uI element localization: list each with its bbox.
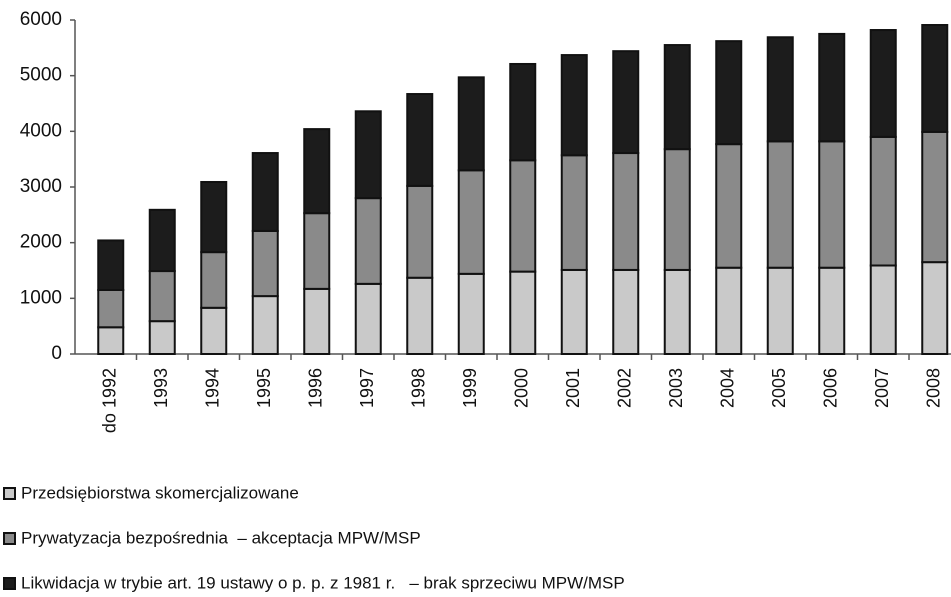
bar-segment — [509, 159, 537, 273]
bar-segment — [303, 212, 331, 290]
bar-segment — [612, 50, 640, 155]
bar-segment — [354, 197, 382, 285]
x-tick-label: 1993 — [151, 368, 171, 408]
bar-segment — [818, 32, 846, 143]
x-tick-label: 2003 — [666, 368, 686, 408]
bar-segment — [200, 251, 228, 309]
bar-segment — [663, 148, 691, 271]
legend-label: Likwidacja w trybie art. 19 ustawy o p. … — [21, 573, 625, 592]
bar-segment — [869, 29, 897, 138]
bar-segment — [148, 270, 176, 323]
x-tick-label: 1999 — [460, 368, 480, 408]
legend-swatch — [3, 577, 16, 590]
bar-segment — [921, 24, 949, 133]
bar-segment — [406, 276, 434, 355]
x-tick-label: 2008 — [924, 368, 944, 408]
bar-segment — [663, 44, 691, 151]
x-tick-label: 2002 — [615, 368, 635, 408]
bar-segment — [715, 266, 743, 356]
x-tick-label: 2005 — [769, 368, 789, 408]
bar-segment — [303, 128, 331, 215]
x-tick-label: 1997 — [357, 368, 377, 408]
bar-segment — [97, 288, 125, 329]
legend-swatch — [3, 532, 16, 545]
bar-segment — [560, 268, 588, 355]
bar-segment — [715, 40, 743, 146]
bar-segment — [97, 239, 125, 291]
bar-segment — [818, 140, 846, 269]
bar-segment — [97, 326, 125, 355]
bar-segment — [766, 140, 794, 269]
bar-segment — [663, 268, 691, 355]
legend-label: Przedsiębiorstwa skomercjalizowane — [21, 483, 299, 502]
bar-segment — [509, 62, 537, 162]
bar-segment — [251, 295, 279, 355]
bar-segment — [457, 76, 485, 172]
bar-segment — [200, 180, 228, 254]
bar-segment — [457, 169, 485, 275]
bar-segment — [457, 272, 485, 355]
bar-segment — [869, 264, 897, 355]
bar-segment — [612, 268, 640, 355]
x-tick-label: 1995 — [254, 368, 274, 408]
bar-segment — [354, 282, 382, 355]
bar-segment — [715, 143, 743, 269]
x-tick-label: 2006 — [821, 368, 841, 408]
x-tick-label: 2004 — [718, 368, 738, 408]
bar-segment — [921, 261, 949, 355]
bar-segment — [560, 54, 588, 157]
bar-segment — [406, 184, 434, 279]
bar-segment — [921, 130, 949, 264]
y-tick-label: 1000 — [20, 287, 62, 308]
x-tick-label: do 1992 — [100, 368, 120, 433]
y-tick-label: 4000 — [20, 120, 62, 141]
bar-segment — [200, 306, 228, 355]
y-tick-label: 0 — [51, 343, 62, 364]
x-tick-label: 1996 — [306, 368, 326, 408]
bar-segment — [354, 110, 382, 200]
bar-segment — [612, 152, 640, 271]
bar-segment — [818, 266, 846, 356]
bar-segment — [148, 320, 176, 356]
x-tick-label: 2000 — [512, 368, 532, 408]
bar-segment — [509, 270, 537, 356]
bar-segment — [560, 154, 588, 271]
bar-segment — [303, 287, 331, 355]
y-tick-label: 6000 — [20, 9, 62, 30]
bar-segment — [869, 135, 897, 267]
bar-segment — [766, 36, 794, 143]
x-tick-label: 1998 — [409, 368, 429, 408]
legend-label: Prywatyzacja bezpośrednia – akceptacja M… — [21, 528, 421, 547]
legend-swatch — [3, 487, 16, 500]
bar-segment — [251, 152, 279, 232]
x-tick-label: 2007 — [872, 368, 892, 408]
y-tick-label: 5000 — [20, 65, 62, 86]
bar-segment — [406, 93, 434, 187]
bar-segment — [148, 208, 176, 273]
bar-segment — [766, 266, 794, 356]
x-tick-label: 1994 — [203, 368, 223, 408]
y-tick-label: 2000 — [20, 232, 62, 253]
bar-segment — [251, 229, 279, 298]
y-tick-label: 3000 — [20, 176, 62, 197]
x-tick-label: 2001 — [563, 368, 583, 408]
